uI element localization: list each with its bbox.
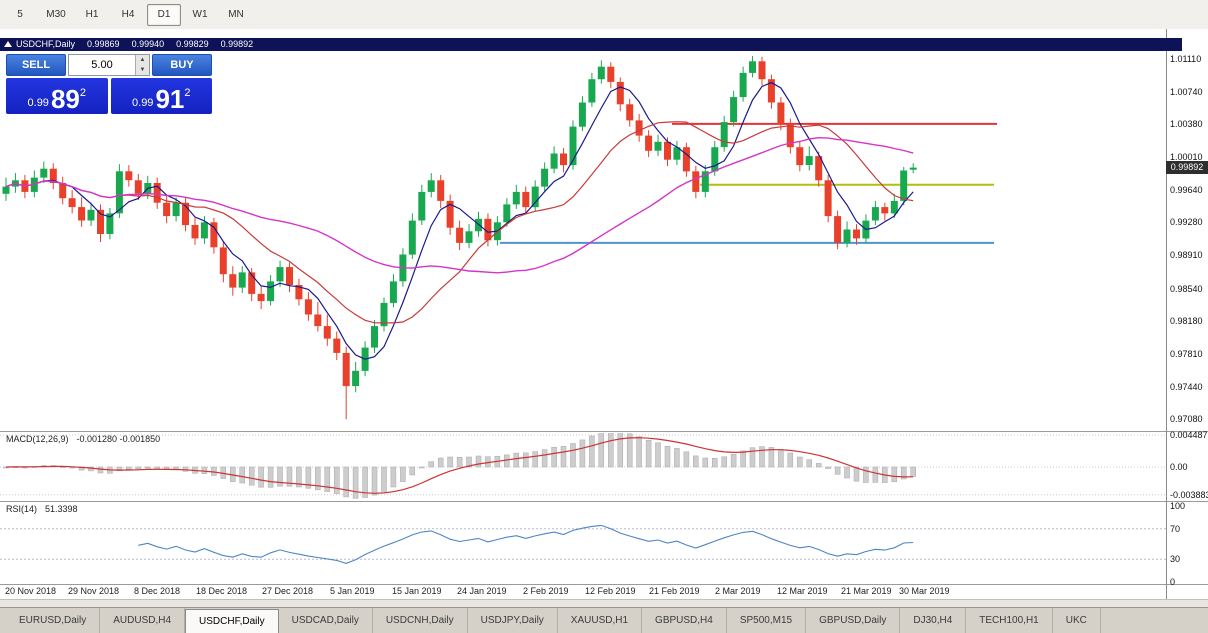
price-axis-label: 1.01110 [1170,54,1202,64]
chart-tab-ukc[interactable]: UKC [1053,608,1101,633]
date-label: 21 Feb 2019 [649,586,700,596]
timeframe-button-h4[interactable]: H4 [121,9,135,20]
price-axis-label: 0.98910 [1170,250,1203,260]
date-label: 18 Dec 2018 [196,586,248,596]
sell-price-big: 89 [50,84,80,114]
sell-price-display[interactable]: 0.99 89 2 [6,78,108,114]
price-axis-label: 1.00380 [1170,119,1203,129]
rsi-axis-label: 30 [1170,554,1181,564]
rsi-axis: 100 70 30 0 [1168,29,1208,607]
date-label: 5 Jan 2019 [330,586,375,596]
chart-tab-usdcnh-daily[interactable]: USDCNH,Daily [373,608,468,633]
buy-price-prefix: 0.99 [132,97,154,109]
ohlc-open: 0.99869 [87,39,120,49]
timeframe-button-m30[interactable]: M30 [46,9,66,20]
date-label: 2 Feb 2019 [523,586,569,596]
chart-tab-eurusd-daily[interactable]: EURUSD,Daily [6,608,101,633]
date-label: 27 Dec 2018 [262,586,314,596]
volume-down-icon[interactable]: ▼ [136,65,149,75]
macd-axis-label: 0.00 [1170,462,1188,472]
date-label: 30 Mar 2019 [899,586,950,596]
timeframe-toolbar: 5 M30 H1 H4 D1 W1 MN [0,0,1208,30]
macd-axis-label: 0.004487 [1170,430,1208,440]
macd-signal-line [5,437,914,494]
rsi-axis-label: 100 [1170,501,1186,511]
chart-canvas[interactable] [0,29,1208,607]
sell-price-sup: 2 [79,87,86,99]
current-price-badge: 0.99892 [1166,161,1208,174]
timeframe-button-mn[interactable]: MN [228,9,244,20]
ohlc-low: 0.99829 [176,39,209,49]
price-axis[interactable]: 1.01110 1.00740 1.00380 1.00010 0.99640 0.992… [1168,29,1208,607]
chart-symbol-strip: USDCHF,Daily 0.99869 0.99940 0.99829 0.9… [0,38,1182,51]
date-label: 2 Mar 2019 [715,586,761,596]
ma-line-13 [5,121,914,324]
buy-price-big: 91 [155,84,185,114]
price-axis-label: 0.97440 [1170,382,1203,392]
chart-tab-sp500-m15[interactable]: SP500,M15 [727,608,807,633]
symbol-name: USDCHF,Daily [16,39,76,49]
chart-tab-gbpusd-h4[interactable]: GBPUSD,H4 [642,608,727,633]
rsi-value: 51.3398 [45,504,78,514]
date-label: 8 Dec 2018 [134,586,181,596]
date-label: 12 Feb 2019 [585,586,636,596]
timeframe-button-h1[interactable]: H1 [85,9,99,20]
rsi-title: RSI(14) [6,504,38,514]
price-axis-label: 1.00740 [1170,87,1203,97]
volume-stepper[interactable]: 5.00 ▲ ▼ [68,54,150,76]
candlestick-series [2,55,917,420]
macd-axis-label: -0.003883 [1170,490,1208,500]
date-axis[interactable]: 20 Nov 2018 29 Nov 2018 8 Dec 2018 18 Dec 2… [0,586,1166,599]
date-label: 15 Jan 2019 [392,586,442,596]
ma-line-34 [5,136,914,274]
chart-tab-audusd-h4[interactable]: AUDUSD,H4 [100,608,186,633]
sell-price-prefix: 0.99 [27,97,49,109]
date-label: 24 Jan 2019 [457,586,507,596]
chart-tab-dj30-h4[interactable]: DJ30,H4 [900,608,967,633]
collapse-panel-icon[interactable] [4,41,12,47]
macd-values: -0.001280 -0.001850 [76,434,161,444]
rsi-indicator-header: RSI(14) 51.3398 [6,504,78,514]
price-axis-label: 0.99280 [1170,217,1203,227]
one-click-trading-panel: SELL 5.00 ▲ ▼ BUY 0.99 89 2 0.99 91 2 [6,54,212,114]
sell-button[interactable]: SELL [6,54,66,76]
chart-tab-usdjpy-daily[interactable]: USDJPY,Daily [468,608,558,633]
timeframe-button-d1[interactable]: D1 [147,3,181,26]
price-axis-label: 0.98540 [1170,284,1203,294]
chart-tab-usdcad-daily[interactable]: USDCAD,Daily [279,608,373,633]
rsi-axis-label: 70 [1170,524,1181,534]
buy-button[interactable]: BUY [152,54,212,76]
volume-value[interactable]: 5.00 [91,59,113,71]
timeframe-button-w1[interactable]: W1 [192,9,208,20]
ohlc-close: 0.99892 [220,39,254,49]
chart-tab-tech100-h1[interactable]: TECH100,H1 [966,608,1053,633]
price-axis-label: 0.98180 [1170,316,1203,326]
macd-indicator-header: MACD(12,26,9) -0.001280 -0.001850 [6,434,160,444]
chart-tab-gbpusd-daily[interactable]: GBPUSD,Daily [806,608,901,633]
chart-area: USDCHF,Daily 0.99869 0.99940 0.99829 0.9… [0,29,1208,608]
chart-tab-usdchf-daily[interactable]: USDCHF,Daily [185,609,279,633]
timeframe-button-5[interactable]: 5 [17,9,23,20]
ohlc-high: 0.99940 [131,39,165,49]
buy-price-display[interactable]: 0.99 91 2 [110,78,212,114]
price-axis-label: 0.99640 [1170,185,1203,195]
chart-tab-bar: EURUSD,Daily AUDUSD,H4 USDCHF,Daily USDCAD,… [0,607,1208,633]
date-label: 12 Mar 2019 [777,586,828,596]
rsi-axis-label: 0 [1170,577,1176,587]
date-label: 21 Mar 2019 [841,586,892,596]
price-axis-label: 1.00010 [1170,152,1203,162]
buy-price-sup: 2 [184,87,191,99]
date-label: 29 Nov 2018 [68,586,120,596]
price-axis-label: 0.97080 [1170,414,1203,424]
date-label: 20 Nov 2018 [5,586,57,596]
ma-line-5 [5,81,914,360]
macd-axis: 0.004487 0.00 -0.003883 [1168,29,1208,607]
macd-title: MACD(12,26,9) [6,434,69,444]
price-axis-label: 0.97810 [1170,349,1203,359]
chart-tab-xauusd-h1[interactable]: XAUUSD,H1 [558,608,643,633]
volume-up-icon[interactable]: ▲ [136,55,149,65]
rsi-line [138,524,914,564]
horizontal-scrollbar[interactable] [0,599,1208,608]
